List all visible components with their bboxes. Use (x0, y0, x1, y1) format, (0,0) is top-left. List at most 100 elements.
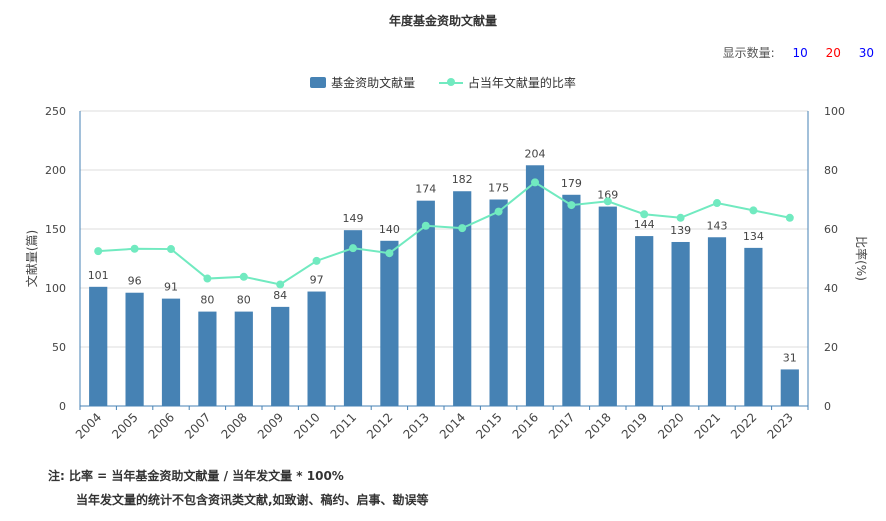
bar-value-label: 84 (273, 289, 287, 302)
legend-item-bar[interactable]: 基金资助文献量 (310, 74, 415, 91)
ratio-point (276, 280, 285, 289)
x-tick-label: 2008 (218, 410, 249, 441)
legend-bar-label: 基金资助文献量 (331, 76, 416, 90)
ratio-point (713, 199, 721, 208)
x-tick-label: 2022 (728, 410, 759, 441)
x-tick-label: 2004 (73, 410, 104, 441)
bar (780, 369, 799, 406)
ratio-point (785, 213, 794, 222)
y2-axis-title: 比率(%) (854, 236, 869, 281)
bar (307, 291, 326, 406)
legend-bar-swatch (310, 77, 327, 88)
display-count-option-20[interactable]: 20 (825, 46, 841, 60)
legend-item-line[interactable]: 占当年文献量的比率 (438, 74, 576, 91)
x-tick-label: 2018 (582, 410, 613, 441)
bar-value-label: 80 (200, 294, 214, 307)
bar (271, 306, 290, 406)
display-count-label: 显示数量: (722, 46, 775, 60)
ratio-point (567, 201, 576, 210)
bar (380, 240, 399, 406)
y-tick-label: 100 (45, 282, 66, 295)
bar-value-label: 174 (415, 183, 436, 196)
bar (562, 194, 581, 406)
bar-value-label: 80 (237, 294, 251, 307)
ratio-point (130, 244, 139, 253)
x-tick-label: 2015 (473, 410, 504, 441)
ratio-point (640, 210, 649, 219)
bar-value-label: 91 (164, 281, 178, 294)
display-count-option-30[interactable]: 30 (858, 46, 874, 60)
x-tick-label: 2023 (764, 410, 795, 441)
ratio-point (676, 213, 685, 222)
x-tick-label: 2013 (400, 410, 431, 441)
bar-value-label: 149 (343, 212, 364, 225)
bar-value-label: 204 (525, 147, 546, 160)
bar-value-label: 169 (597, 189, 618, 202)
x-tick-label: 2014 (437, 410, 468, 441)
bar-value-label: 182 (452, 173, 473, 186)
ratio-line (98, 181, 790, 286)
x-tick-label: 2010 (291, 410, 322, 441)
bar (453, 191, 472, 406)
x-tick-label: 2007 (182, 410, 213, 441)
ratio-point (458, 224, 467, 233)
bar (416, 200, 435, 406)
bar-value-label: 140 (379, 223, 400, 236)
bar (489, 199, 508, 406)
bar-value-label: 31 (783, 351, 797, 364)
ratio-point (94, 247, 103, 256)
bar (744, 247, 763, 406)
y-tick-label: 250 (45, 105, 66, 118)
note-ratio-formula: 注: 比率 = 当年基金资助文献量 / 当年发文量 * 100% (48, 469, 344, 483)
bar (125, 292, 144, 406)
bar (198, 311, 217, 406)
x-tick-label: 2011 (328, 410, 359, 441)
ratio-point (603, 197, 612, 206)
ratio-point (312, 256, 321, 265)
x-tick-label: 2019 (619, 410, 650, 441)
x-tick-label: 2012 (364, 410, 395, 441)
ratio-point (494, 207, 503, 216)
x-tick-label: 2009 (255, 410, 286, 441)
y-tick-label: 200 (45, 164, 66, 177)
ratio-point (421, 221, 430, 230)
chart-legend: 基金资助文献量 占当年文献量的比率 (0, 74, 886, 91)
x-tick-label: 2017 (546, 410, 577, 441)
ratio-point (531, 178, 539, 187)
bar (525, 165, 545, 406)
y2-tick-label: 0 (824, 400, 831, 413)
bar-value-label: 175 (488, 182, 509, 195)
bar (598, 206, 617, 406)
bar-value-label: 143 (707, 219, 728, 232)
bar (635, 236, 654, 406)
bar (161, 298, 181, 406)
bar (89, 286, 108, 406)
bar-value-label: 96 (128, 275, 142, 288)
x-tick-label: 2005 (109, 410, 140, 441)
ratio-point (203, 274, 212, 283)
bar (707, 237, 727, 406)
ratio-point (749, 206, 758, 215)
legend-line-label: 占当年文献量的比率 (467, 76, 576, 90)
bar (671, 241, 690, 406)
display-count-selector: 显示数量: 10 20 30 (723, 44, 874, 61)
bar (234, 311, 253, 406)
y-tick-label: 50 (52, 341, 66, 354)
ratio-point (239, 272, 248, 281)
note-exclusion: 当年发文量的统计不包含资讯类文献,如致谢、稿约、启事、勘误等 (76, 493, 429, 507)
ratio-point (385, 249, 394, 258)
x-tick-label: 2006 (146, 410, 177, 441)
bar-value-label: 139 (670, 224, 691, 237)
y2-tick-label: 100 (824, 105, 845, 118)
y-tick-label: 0 (59, 400, 66, 413)
x-tick-label: 2016 (510, 410, 541, 441)
x-tick-label: 2021 (692, 410, 723, 441)
bar-value-label: 134 (743, 230, 764, 243)
bar-value-label: 179 (561, 177, 582, 190)
legend-line-swatch (438, 77, 463, 88)
display-count-option-10[interactable]: 10 (792, 46, 808, 60)
bar-value-label: 101 (88, 269, 109, 282)
y2-tick-label: 40 (824, 282, 838, 295)
ratio-point (349, 244, 357, 253)
bar-value-label: 97 (310, 274, 324, 287)
